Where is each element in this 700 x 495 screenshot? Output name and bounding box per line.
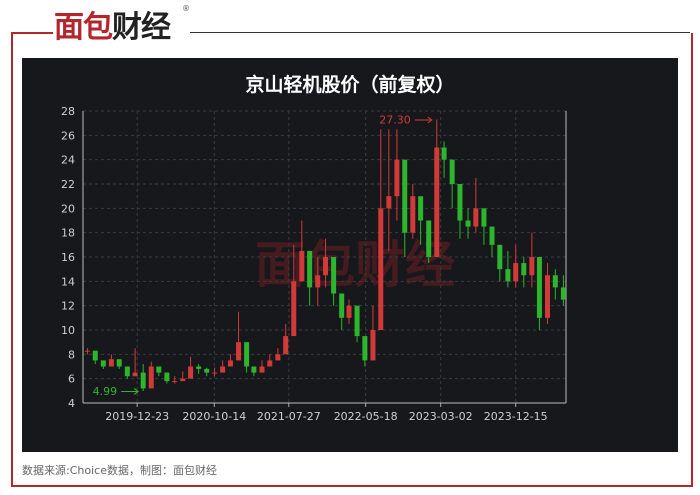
y-tick-label: 14	[61, 275, 75, 288]
candle-body	[172, 381, 178, 383]
candle-body	[426, 220, 432, 257]
candle-body	[227, 360, 233, 367]
candle-body	[307, 250, 313, 288]
candle-body	[346, 305, 352, 318]
arrow-head-icon	[133, 388, 140, 395]
candle-body	[465, 220, 471, 227]
candle-body	[457, 184, 463, 221]
candle-body	[402, 159, 408, 233]
logo-text-red: 面包	[54, 10, 113, 45]
candle-body	[481, 208, 487, 227]
candle-body	[418, 196, 424, 221]
candle-body	[545, 275, 551, 318]
frame-top-red-line	[11, 32, 53, 34]
candle-body	[251, 366, 257, 373]
candle-body	[148, 366, 154, 389]
candle-body	[244, 342, 250, 367]
y-tick-label: 24	[61, 154, 75, 167]
logo: 面包财经	[54, 10, 171, 45]
x-tick-label: 2023-12-15	[484, 410, 548, 423]
x-tick-label: 2023-03-02	[409, 410, 473, 423]
frame-top-black-line	[190, 32, 690, 33]
candle-body	[552, 275, 558, 288]
candle-body	[410, 196, 416, 233]
x-tick-label: 2022-05-18	[334, 410, 398, 423]
y-tick-label: 10	[61, 324, 75, 337]
candle-body	[259, 366, 265, 373]
frame	[11, 33, 693, 487]
candle-body	[220, 366, 226, 373]
annotation-label: 4.99	[93, 385, 118, 398]
candle-body	[331, 257, 337, 294]
candle-body	[140, 372, 146, 389]
x-tick-label: 2019-12-23	[105, 410, 169, 423]
candle-body	[370, 330, 376, 361]
candle-body	[283, 336, 289, 355]
y-tick-label: 16	[61, 251, 75, 264]
y-tick-label: 28	[61, 105, 75, 118]
candle-body	[196, 366, 202, 369]
arrow-head-icon	[427, 116, 433, 124]
candle-body	[299, 250, 305, 282]
candle-body	[521, 263, 527, 276]
candle-body	[124, 366, 130, 377]
candle-body	[473, 208, 479, 227]
y-tick-label: 8	[68, 348, 75, 361]
candle-body	[236, 342, 242, 361]
candle-body	[275, 354, 281, 361]
candle-body	[100, 360, 106, 367]
candle-body	[132, 372, 138, 377]
y-tick-label: 6	[68, 373, 75, 386]
y-tick-label: 18	[61, 227, 75, 240]
candle-body	[489, 226, 495, 245]
candle-body	[354, 305, 360, 337]
candle-body	[434, 147, 440, 257]
candle-body	[386, 196, 392, 209]
annotation-label: 27.30	[379, 114, 411, 127]
candle-body	[362, 336, 368, 361]
logo-text-black: 财经	[112, 10, 171, 45]
candle-body	[529, 257, 535, 276]
y-tick-label: 26	[61, 129, 75, 142]
candle-body	[164, 372, 170, 382]
chart-title: 京山轻机股价（前复权）	[245, 74, 455, 96]
candle-body	[536, 257, 542, 318]
candle-body	[180, 378, 186, 382]
candle-body	[204, 368, 210, 373]
source-footer: 数据来源:Choice数据，制图：面包财经	[22, 464, 217, 477]
watermark: 面包财经	[255, 236, 455, 294]
candle-body	[378, 208, 384, 330]
candle-body	[267, 360, 273, 367]
candle-body	[84, 350, 90, 352]
candle-body	[188, 366, 194, 379]
candle-body	[394, 159, 400, 197]
candle-body	[291, 281, 297, 337]
candle-body	[323, 257, 329, 276]
candle-body	[560, 287, 566, 300]
candle-body	[92, 350, 98, 361]
candle-body	[513, 263, 519, 282]
x-tick-label: 2021-07-27	[257, 410, 321, 423]
candle-body	[108, 359, 114, 367]
y-tick-label: 20	[61, 202, 75, 215]
candle-body	[441, 147, 447, 160]
candle-body	[156, 366, 162, 373]
y-tick-label: 12	[61, 300, 75, 313]
candle-body	[116, 359, 122, 367]
candle-body	[505, 269, 511, 282]
y-tick-label: 4	[68, 397, 75, 410]
y-tick-label: 22	[61, 178, 75, 191]
registered-mark: ®	[182, 4, 190, 13]
candle-body	[497, 244, 503, 270]
chart-panel: 京山轻机股价（前复权）	[22, 58, 678, 452]
candle-body	[212, 372, 218, 374]
candle-body	[339, 293, 345, 318]
candle-body	[315, 275, 321, 288]
x-tick-label: 2020-10-14	[182, 410, 246, 423]
candle-body	[449, 159, 455, 184]
